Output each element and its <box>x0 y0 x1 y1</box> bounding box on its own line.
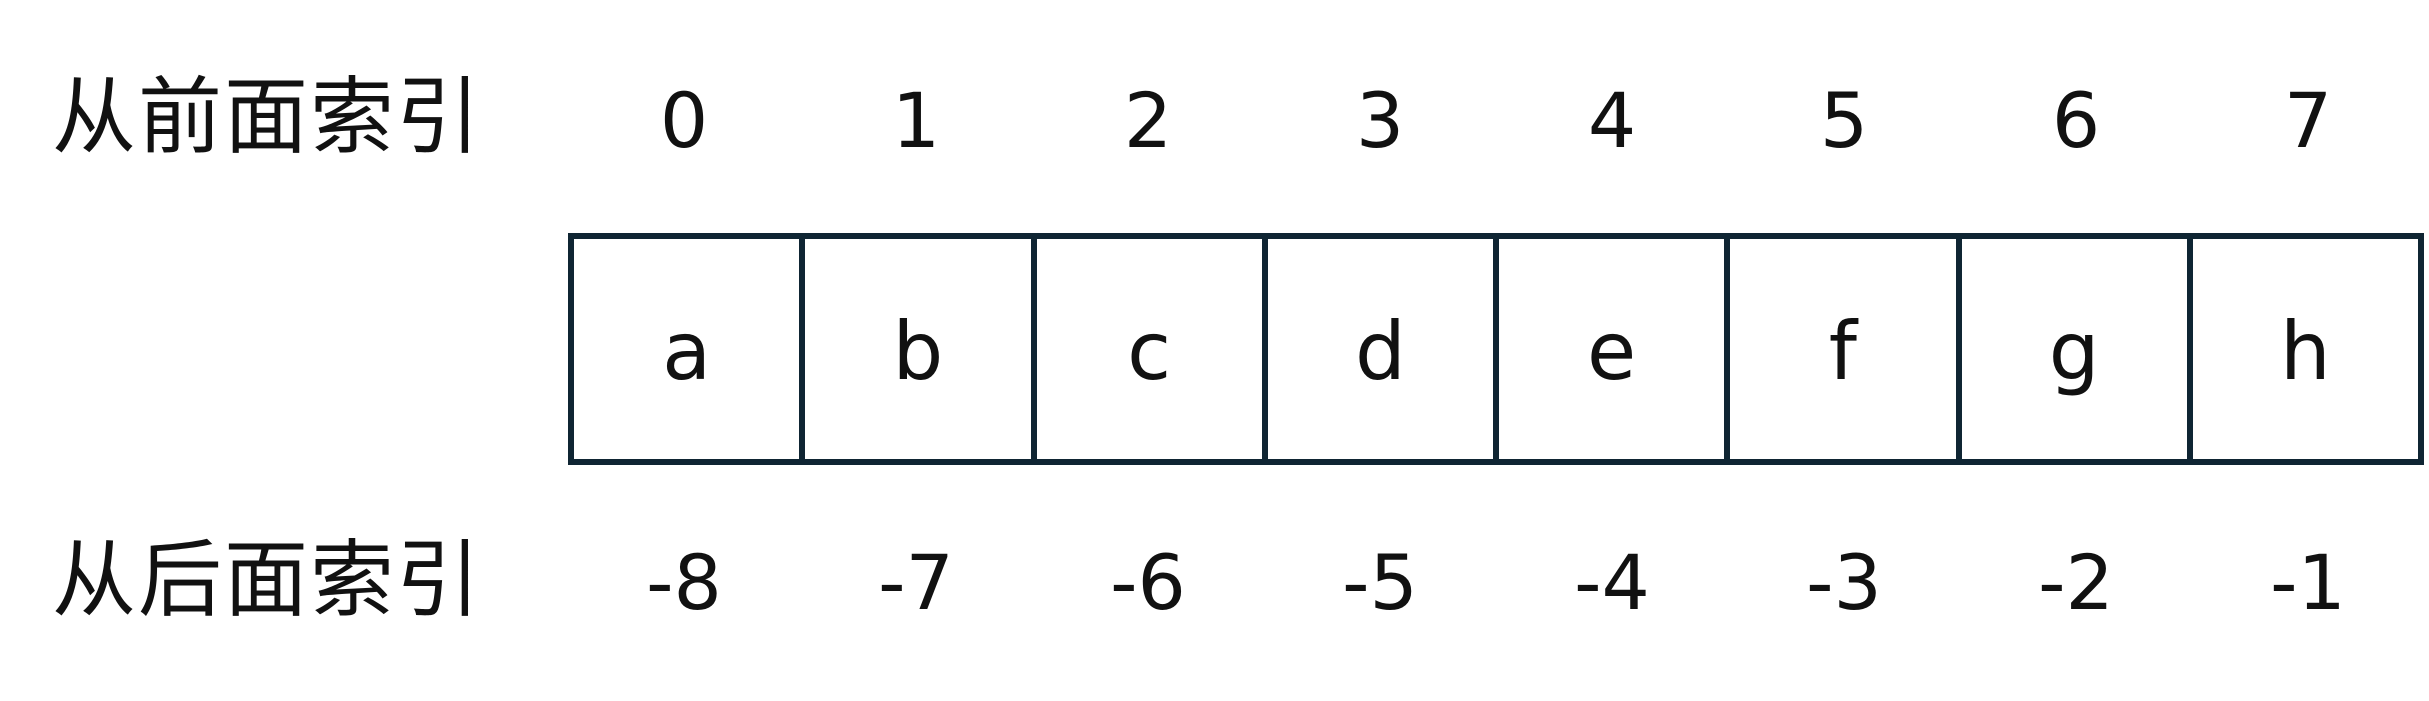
back-index-3: -5 <box>1342 537 1418 627</box>
array-cell-h: h <box>2186 239 2418 459</box>
front-index-3: 3 <box>1355 75 1405 165</box>
array-cell-e: e <box>1493 239 1724 459</box>
front-index-label: 从前面索引 <box>52 68 483 166</box>
back-index-7: -1 <box>2270 537 2346 627</box>
array-cell-b: b <box>799 239 1030 459</box>
front-index-row: 0 1 2 3 4 5 6 7 <box>568 70 2424 170</box>
back-index-6: -2 <box>2038 537 2114 627</box>
back-index-5: -3 <box>1806 537 1882 627</box>
array-cell-d: d <box>1261 239 1493 459</box>
array-box: a b c d e f g h <box>568 233 2424 465</box>
back-index-2: -6 <box>1110 537 1186 627</box>
front-index-6: 6 <box>2051 75 2101 165</box>
array-cell-g: g <box>1955 239 2187 459</box>
front-index-7: 7 <box>2283 75 2333 165</box>
front-index-0: 0 <box>659 75 709 165</box>
back-index-4: -4 <box>1574 537 1650 627</box>
array-cell-a: a <box>662 304 712 398</box>
array-cell-f: f <box>1724 239 1955 459</box>
back-index-label: 从后面索引 <box>52 531 483 629</box>
front-index-5: 5 <box>1819 75 1869 165</box>
front-index-2: 2 <box>1123 75 1173 165</box>
front-index-4: 4 <box>1587 75 1637 165</box>
array-cell-c: c <box>1030 239 1262 459</box>
front-index-1: 1 <box>891 75 941 165</box>
back-index-1: -7 <box>878 537 954 627</box>
back-index-0: -8 <box>646 537 722 627</box>
back-index-row: -8 -7 -6 -5 -4 -3 -2 -1 <box>568 532 2424 632</box>
